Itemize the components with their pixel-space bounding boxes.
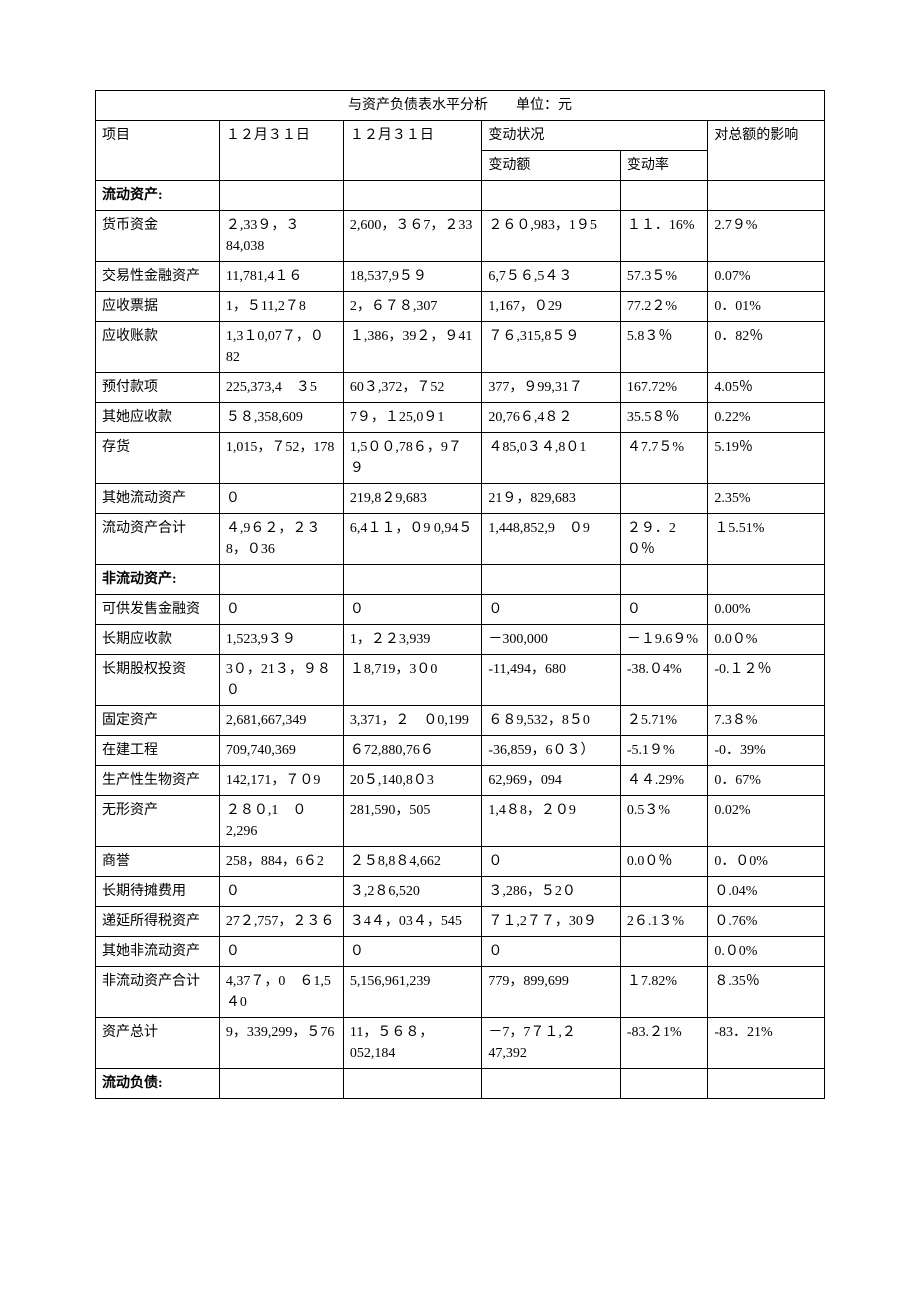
table-row: 其她流动资产０219,8２9,68321９，829,6832.35% xyxy=(96,484,825,514)
header-change-rate: 变动率 xyxy=(620,151,707,181)
table-row: 商誉258，884，6６2２５8,8８4,662０0.0０％0．０0% xyxy=(96,847,825,877)
header-row-1: 项目 １２月３１日 １２月３１日 变动状况 对总额的影响 xyxy=(96,121,825,151)
table-row: 在建工程709,740,369６72,880,76６-36,859，6０３） -… xyxy=(96,736,825,766)
table-row: 其她非流动资产０００0.０0% xyxy=(96,937,825,967)
table-row: 长期待摊费用０３,2８6,520３,286，５2０ ０.04% xyxy=(96,877,825,907)
section-row: 流动负债: xyxy=(96,1069,825,1099)
table-row: 流动资产合计４,9６２，２３8，０366,4１１，０9 0,94５1,448,8… xyxy=(96,514,825,565)
table-row: 长期应收款1,523,9３９1，２２3,939－300,000－１9.6９%0.… xyxy=(96,625,825,655)
title-row: 与资产负债表水平分析 单位：元 xyxy=(96,91,825,121)
header-change-amount: 变动额 xyxy=(482,151,621,181)
header-item: 项目 xyxy=(96,121,220,181)
table-row: 生产性生物资产142,171，７０920５,140,8０362,969，094４… xyxy=(96,766,825,796)
table-row: 交易性金融资产11,781,4１６18,537,9５９6,7５６,5４３57.3… xyxy=(96,262,825,292)
table-row: 长期股权投资3０，21３，９８０１8,719，3０0-11,494，680-38… xyxy=(96,655,825,706)
header-date1: １２月３１日 xyxy=(219,121,343,181)
table-row: 无形资产２８０,1 ０2,296281,590，5051,4８8，２０90.5３… xyxy=(96,796,825,847)
section-row: 非流动资产: xyxy=(96,565,825,595)
section-label: 流动资产: xyxy=(96,181,220,211)
section-label: 非流动资产: xyxy=(96,565,220,595)
table-row: 资产总计9，339,299，５7611，５６８，052,184－7，7７１,２4… xyxy=(96,1018,825,1069)
table-row: 存货1,015，７52，1781,5００,78６，9７９４85,0３４,8０1４… xyxy=(96,433,825,484)
table-row: 预付款项225,373,4 ３560３,372，７52377，９99,31７16… xyxy=(96,373,825,403)
table-row: 非流动资产合计4,37７，0 ６1,5４05,156,961,239779，89… xyxy=(96,967,825,1018)
table-row: 货币资金２,33９，３84,0382,600，３６7，２33２６０,983，1９… xyxy=(96,211,825,262)
table-row: 递延所得税资产27２,757，２３６３4４，03４，545７１,2７７，30９2… xyxy=(96,907,825,937)
balance-sheet-table: 与资产负债表水平分析 单位：元 项目 １２月３１日 １２月３１日 变动状况 对总… xyxy=(95,90,825,1099)
table-row: 应收票据1，５11,2７82，６７８,3071,167，０2977.2２%0．0… xyxy=(96,292,825,322)
table-row: 应收账款1,3１0,07７，０82１,386，39２，９41７６,315,8５９… xyxy=(96,322,825,373)
table-row: 可供发售金融资００００0.00% xyxy=(96,595,825,625)
header-change-group: 变动状况 xyxy=(482,121,708,151)
table-row: 其她应收款５８,358,6097９，１25,0９120,76６,4８２35.5８… xyxy=(96,403,825,433)
header-impact: 对总额的影响 xyxy=(708,121,825,181)
section-row: 流动资产: xyxy=(96,181,825,211)
table-row: 固定资产2,681,667,3493,371，２ ０0,199６８9,532，8… xyxy=(96,706,825,736)
header-date2: １２月３１日 xyxy=(343,121,482,181)
section-label: 流动负债: xyxy=(96,1069,220,1099)
table-title: 与资产负债表水平分析 单位：元 xyxy=(96,91,825,121)
